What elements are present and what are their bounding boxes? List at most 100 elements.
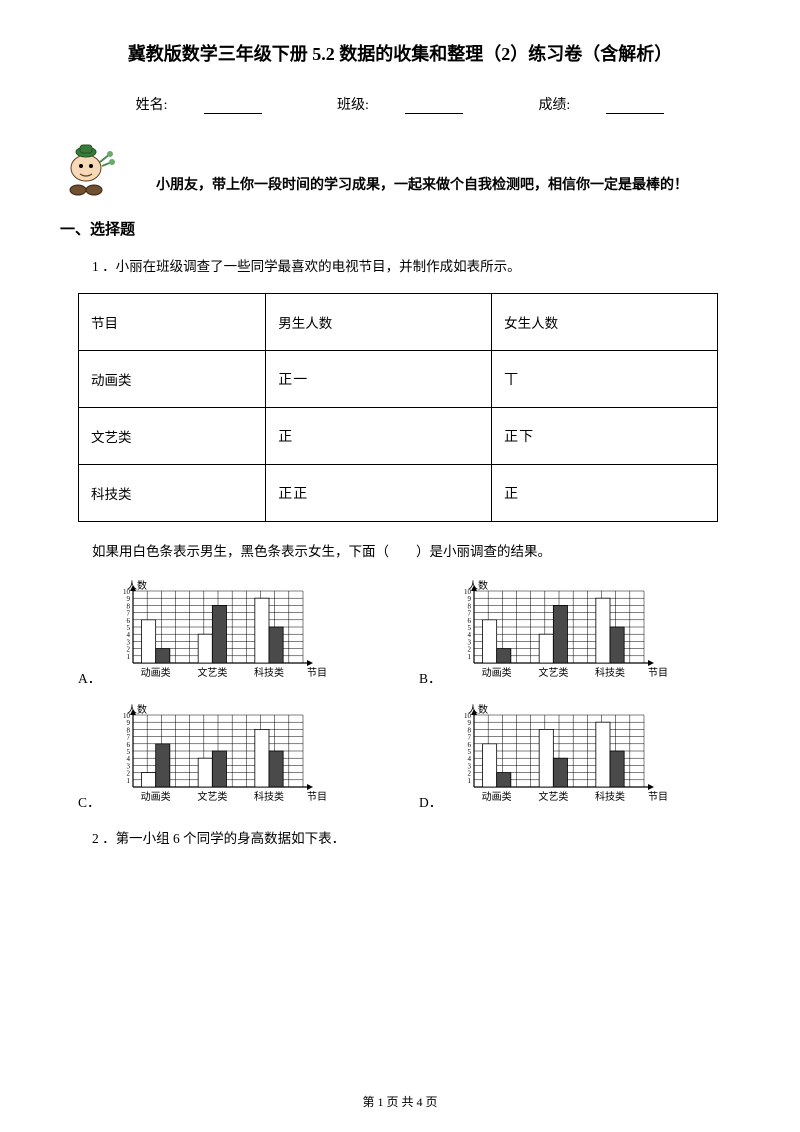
svg-text:人数: 人数 — [468, 579, 488, 592]
th-girls: 女生人数 — [492, 294, 718, 351]
svg-text:10: 10 — [123, 712, 131, 720]
svg-text:5: 5 — [468, 748, 472, 756]
table-row: 科技类 正正 正 — [79, 465, 718, 522]
svg-text:9: 9 — [127, 595, 131, 603]
svg-text:动画类: 动画类 — [141, 666, 171, 679]
q1-stem: 1 ．小丽在班级调查了一些同学最喜欢的电视节目，并制作成如表所示。 — [92, 255, 740, 279]
svg-text:1: 1 — [467, 652, 471, 660]
svg-text:科技类: 科技类 — [595, 790, 625, 803]
svg-text:6: 6 — [468, 740, 472, 748]
svg-text:6: 6 — [127, 616, 131, 624]
svg-text:3: 3 — [467, 638, 471, 646]
svg-text:10: 10 — [464, 712, 472, 720]
q2-stem: 2 ．第一小组 6 个同学的身高数据如下表． — [92, 827, 740, 851]
option-b[interactable]: B． 人数 12345678910 动画类 文艺类 科技类 节目 — [419, 579, 740, 689]
svg-text:文艺类: 文艺类 — [539, 790, 569, 803]
svg-text:7: 7 — [468, 733, 472, 741]
svg-text:动画类: 动画类 — [481, 666, 511, 679]
option-label: A． — [78, 667, 101, 689]
svg-text:7: 7 — [126, 733, 130, 741]
svg-text:动画类: 动画类 — [140, 790, 170, 803]
svg-text:节目: 节目 — [307, 667, 327, 679]
q1-prompt: 如果用白色条表示男生，黑色条表示女生，下面（ ）是小丽调查的结果。 — [92, 540, 740, 564]
encourage-text: 小朋友，带上你一段时间的学习成果，一起来做个自我检测吧，相信你一定是最棒的！ — [156, 174, 688, 198]
th-boys: 男生人数 — [266, 294, 492, 351]
svg-text:科技类: 科技类 — [254, 666, 284, 679]
svg-text:5: 5 — [127, 624, 131, 632]
cell-cat: 动画类 — [79, 351, 266, 408]
cell-boys: 正 — [266, 408, 492, 465]
svg-text:文艺类: 文艺类 — [538, 666, 568, 679]
svg-text:2: 2 — [467, 645, 471, 653]
option-label: B． — [419, 667, 442, 689]
cell-cat: 文艺类 — [79, 408, 266, 465]
svg-text:1: 1 — [127, 652, 131, 660]
svg-text:2: 2 — [126, 769, 130, 777]
chart-d: 人数12345678910动画类文艺类科技类节目 — [446, 703, 676, 813]
svg-text:5: 5 — [126, 748, 130, 756]
svg-text:9: 9 — [467, 595, 471, 603]
option-c[interactable]: C． 人数12345678910动画类文艺类科技类节目 — [78, 703, 399, 813]
class-label: 班级: — [337, 98, 369, 113]
svg-text:节目: 节目 — [307, 791, 327, 803]
page-title: 冀教版数学三年级下册 5.2 数据的收集和整理（2）练习卷（含解析） — [60, 40, 740, 66]
svg-text:4: 4 — [468, 755, 472, 763]
svg-text:科技类: 科技类 — [254, 790, 284, 803]
svg-text:8: 8 — [126, 726, 130, 734]
svg-text:科技类: 科技类 — [595, 666, 625, 679]
th-category: 节目 — [79, 294, 266, 351]
option-a[interactable]: A． 人数 12345678910 动画类 文艺类 科技类 节目 — [78, 579, 399, 689]
svg-text:人数: 人数 — [127, 703, 147, 716]
cell-boys: 正一 — [266, 351, 492, 408]
score-label: 成绩: — [538, 98, 570, 113]
svg-text:6: 6 — [126, 740, 130, 748]
mascot-icon — [60, 136, 116, 198]
name-blank[interactable] — [204, 100, 262, 114]
svg-text:人数: 人数 — [468, 703, 488, 716]
svg-text:8: 8 — [467, 602, 471, 610]
svg-text:2: 2 — [127, 645, 131, 653]
svg-text:4: 4 — [127, 631, 131, 639]
svg-text:5: 5 — [467, 624, 471, 632]
svg-text:7: 7 — [467, 609, 471, 617]
chart-c: 人数12345678910动画类文艺类科技类节目 — [105, 703, 335, 813]
chart-b: 人数 12345678910 动画类 文艺类 科技类 节目 — [446, 579, 676, 689]
svg-text:节目: 节目 — [648, 791, 668, 803]
svg-text:节目: 节目 — [648, 667, 668, 679]
cell-cat: 科技类 — [79, 465, 266, 522]
svg-text:人数: 人数 — [127, 579, 147, 592]
svg-text:9: 9 — [468, 719, 472, 727]
class-blank[interactable] — [405, 100, 463, 114]
student-info-line: 姓名: 班级: 成绩: — [60, 94, 740, 114]
cell-girls: 正 — [492, 465, 718, 522]
svg-text:1: 1 — [468, 776, 472, 784]
svg-text:9: 9 — [126, 719, 130, 727]
svg-text:8: 8 — [127, 602, 131, 610]
cell-girls: 正下 — [492, 408, 718, 465]
svg-text:文艺类: 文艺类 — [198, 666, 228, 679]
svg-text:10: 10 — [464, 588, 472, 596]
svg-text:10: 10 — [123, 588, 131, 596]
svg-text:动画类: 动画类 — [482, 790, 512, 803]
q1-table: 节目 男生人数 女生人数 动画类 正一 丅 文艺类 正 正下 科技类 正正 正 — [78, 293, 718, 522]
name-label: 姓名: — [136, 98, 168, 113]
svg-text:2: 2 — [468, 769, 472, 777]
section-1-heading: 一、选择题 — [60, 218, 740, 239]
svg-text:1: 1 — [126, 776, 130, 784]
svg-text:3: 3 — [127, 638, 131, 646]
cell-girls: 丅 — [492, 351, 718, 408]
score-blank[interactable] — [606, 100, 664, 114]
svg-text:8: 8 — [468, 726, 472, 734]
option-label: C． — [78, 791, 101, 813]
option-label: D． — [419, 791, 442, 813]
q1-options: A． 人数12345678910动画类文艺类科技类节目 B． 人数1234567… — [78, 579, 740, 813]
table-row: 节目 男生人数 女生人数 — [79, 294, 718, 351]
table-row: 动画类 正一 丅 — [79, 351, 718, 408]
svg-text:7: 7 — [127, 609, 131, 617]
svg-text:4: 4 — [467, 631, 471, 639]
table-row: 文艺类 正 正下 — [79, 408, 718, 465]
page-footer: 第 1 页 共 4 页 — [0, 1093, 800, 1110]
svg-text:4: 4 — [126, 755, 130, 763]
svg-text:6: 6 — [467, 616, 471, 624]
option-d[interactable]: D． 人数12345678910动画类文艺类科技类节目 — [419, 703, 740, 813]
